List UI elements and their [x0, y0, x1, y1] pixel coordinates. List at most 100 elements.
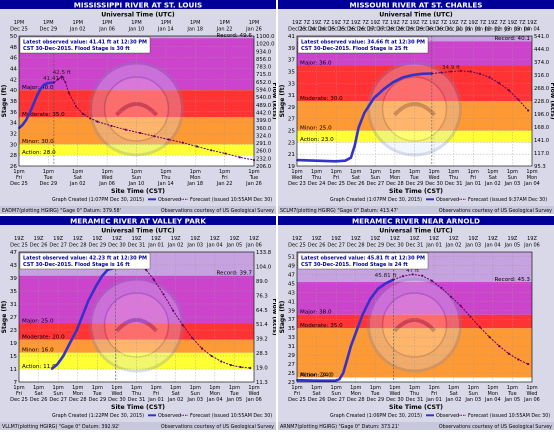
bottom-tick-label: Jan 02 [167, 397, 184, 403]
right-tick-label: 11.3 [256, 380, 268, 386]
top-tick-label: Jan 04 [206, 243, 223, 249]
top-tick-label: Dec 25 [10, 243, 28, 249]
bottom-tick-label: 1pm [111, 385, 122, 391]
y-tick-label: 31 [288, 93, 296, 99]
y-tick-label: 50 [10, 34, 18, 40]
y-tick-label: 23 [10, 328, 18, 334]
top-tick-label: Dec 28 [347, 243, 365, 249]
bottom-tick-label: 1pm [331, 169, 342, 175]
bottom-tick-label: Sun [508, 175, 518, 181]
flood-stage-label: Moderate: 35.0 [300, 323, 343, 329]
info-box [19, 252, 151, 270]
observed-point [373, 97, 375, 99]
info-text: CST 30-Dec-2015. Flood Stage is 30 ft [23, 46, 130, 52]
flood-stage-label: Major: 36.0 [300, 60, 332, 66]
bottom-axis-label: Site Time (CST) [389, 404, 443, 411]
footer-left-text: EADM7(plotting HGIRG) "Gage 0" Datum: 37… [2, 208, 121, 214]
bottom-tick-label: Wed [102, 175, 113, 181]
right-tick-label: 51.4 [256, 322, 268, 328]
y-tick-label: 37 [288, 317, 296, 323]
observed-point [35, 95, 38, 98]
bottom-tick-label: Fri [222, 175, 228, 181]
observed-point [315, 379, 318, 382]
bottom-tick-label: Mon [350, 391, 361, 397]
bottom-tick-label: Jan 01 [464, 181, 481, 187]
forecast-point [224, 152, 227, 155]
forecast-point [249, 366, 252, 370]
top-tick-label: 7Z [499, 20, 506, 26]
top-tick-label: 7Z [401, 20, 408, 26]
hydrograph-panel: MISSOURI RIVER AT ST. CHARLES Universal T… [278, 0, 554, 214]
bottom-tick-label: Dec 31 [406, 397, 424, 403]
bottom-tick-label: 1pm [428, 169, 439, 175]
graph-created-label: Graph Created (1:07PM Dec 30, 2015) [330, 197, 422, 203]
y-tick-label: 21 [288, 152, 296, 158]
right-tick-label: 133.8 [256, 250, 272, 256]
y-tick-label: 46 [10, 56, 18, 62]
bottom-tick-label: Dec 24 [308, 181, 326, 187]
bottom-tick-label: Mon [190, 175, 201, 181]
bottom-tick-label: Dec 27 [49, 397, 67, 403]
top-tick-label: 7Z [323, 20, 330, 26]
footer-bar [278, 206, 554, 214]
forecast-point [191, 337, 194, 340]
info-box [19, 36, 151, 54]
bottom-tick-label: Dec 29 [406, 181, 424, 187]
title-bar [278, 0, 554, 9]
chart-title: MISSISSIPPI RIVER AT ST. LOUIS [74, 1, 202, 10]
bottom-tick-label: Jan 05 [504, 397, 521, 403]
top-tick-label: Dec 28 [386, 27, 404, 33]
top-tick-label: 19Z [230, 236, 240, 242]
right-tick-label: 1020.0 [256, 42, 275, 48]
bottom-tick-label: Sat [34, 391, 42, 397]
forecast-point [145, 268, 148, 271]
observed-point [46, 82, 49, 85]
right-tick-label: 228.0 [534, 99, 550, 105]
top-tick-label: 19Z [351, 236, 361, 242]
right-tick-label: 64.5 [256, 308, 268, 314]
bottom-tick-label: Dec 25 [10, 397, 28, 403]
top-tick-label: 19Z [527, 20, 537, 26]
top-tick-label: Jan 02 [474, 27, 491, 33]
bottom-tick-label: Wed [429, 175, 440, 181]
right-tick-label: 206.0 [256, 164, 272, 170]
top-tick-label: Dec 30 [108, 243, 126, 249]
y-axis-title-right: Flow (kcfs) [271, 298, 276, 335]
y-tick-label: 43 [288, 290, 296, 296]
bottom-tick-label: 1pm [291, 385, 302, 391]
y-tick-label: 26 [10, 164, 18, 170]
forecast-point [152, 278, 155, 281]
forecast-series-line [393, 273, 529, 365]
flood-stage-label: Action: 24.0 [300, 372, 334, 378]
bottom-tick-label: 1pm [428, 385, 439, 391]
bottom-tick-label: Jan 05 [226, 397, 243, 403]
top-tick-label: 19Z [370, 20, 380, 26]
top-tick-label: Dec 25 [10, 27, 28, 33]
bottom-tick-label: Mon [210, 391, 221, 397]
bottom-tick-label: Sat [172, 391, 180, 397]
flood-stage-label: Major: 38.0 [300, 310, 332, 316]
bottom-tick-label: Thu [311, 175, 321, 181]
forecast-legend-label: Forecast (issued 9:37AM Dec 30) [468, 197, 547, 203]
flood-band [19, 117, 254, 145]
footer-left-text: ARNM7(plotting HGIRG) "Gage 0" Datum: 37… [280, 424, 399, 430]
right-tick-label: 117.0 [534, 151, 550, 157]
top-tick-label: Dec 31 [435, 27, 453, 33]
chart-title: MERAMEC RIVER AT VALLEY PARK [70, 217, 206, 226]
top-tick-label: 19Z [351, 20, 361, 26]
top-tick-label: 7Z [362, 20, 369, 26]
graph-created-label: Graph Created (1:07PM Dec 30, 2015) [52, 197, 144, 203]
hydrograph-panel: MISSISSIPPI RIVER AT ST. LOUIS Universal … [0, 0, 278, 214]
y-tick-label: 34 [10, 121, 18, 127]
top-tick-label: Jan 01 [455, 27, 472, 33]
forecast-legend-label: Forecast (issued 10:55AM Dec 30) [468, 413, 550, 419]
forecast-point [517, 358, 520, 361]
top-tick-label: Jan 03 [186, 243, 203, 249]
y-tick-label: 51 [288, 254, 296, 260]
y-tick-label: 36 [10, 110, 18, 116]
top-tick-label: Dec 27 [49, 243, 67, 249]
y-tick-label: 30 [10, 142, 18, 148]
bottom-tick-label: Jan 14 [157, 181, 174, 187]
observed-point [421, 72, 424, 75]
observed-point [346, 358, 348, 361]
